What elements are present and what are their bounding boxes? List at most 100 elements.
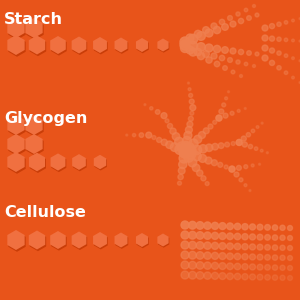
Circle shape xyxy=(177,142,187,152)
Circle shape xyxy=(299,40,300,42)
Circle shape xyxy=(194,30,202,38)
Polygon shape xyxy=(136,234,149,248)
Circle shape xyxy=(205,182,209,186)
Circle shape xyxy=(170,143,179,152)
Circle shape xyxy=(292,39,294,42)
Circle shape xyxy=(194,135,202,143)
Circle shape xyxy=(265,244,270,250)
Polygon shape xyxy=(94,155,106,169)
Circle shape xyxy=(165,119,169,123)
Circle shape xyxy=(150,106,153,110)
Polygon shape xyxy=(72,37,86,53)
Polygon shape xyxy=(50,36,66,54)
Circle shape xyxy=(161,139,167,146)
Circle shape xyxy=(257,234,263,240)
Circle shape xyxy=(152,136,156,140)
Circle shape xyxy=(186,46,194,54)
Circle shape xyxy=(179,146,191,158)
Circle shape xyxy=(196,232,204,239)
Circle shape xyxy=(167,123,172,129)
Circle shape xyxy=(226,223,233,230)
Circle shape xyxy=(250,274,256,280)
Circle shape xyxy=(299,60,300,62)
Circle shape xyxy=(208,124,213,129)
Circle shape xyxy=(219,273,226,280)
Circle shape xyxy=(196,222,204,229)
Circle shape xyxy=(175,145,185,154)
Polygon shape xyxy=(26,20,44,40)
Circle shape xyxy=(212,252,219,260)
Circle shape xyxy=(272,265,278,270)
Polygon shape xyxy=(51,155,66,172)
Circle shape xyxy=(284,38,288,42)
Polygon shape xyxy=(72,154,86,170)
Circle shape xyxy=(260,149,263,152)
Circle shape xyxy=(262,25,268,31)
Circle shape xyxy=(234,243,241,250)
Circle shape xyxy=(250,224,256,230)
Circle shape xyxy=(269,48,275,53)
Circle shape xyxy=(201,176,206,181)
Circle shape xyxy=(234,263,241,270)
Circle shape xyxy=(189,241,196,249)
Polygon shape xyxy=(30,154,46,173)
Circle shape xyxy=(196,262,204,269)
Circle shape xyxy=(255,13,259,17)
Circle shape xyxy=(199,131,206,139)
Circle shape xyxy=(277,51,281,55)
Circle shape xyxy=(192,152,201,161)
Circle shape xyxy=(204,262,211,269)
Circle shape xyxy=(250,244,256,250)
Circle shape xyxy=(238,18,244,24)
Circle shape xyxy=(189,231,196,239)
Circle shape xyxy=(257,254,263,260)
Circle shape xyxy=(132,134,136,137)
Circle shape xyxy=(229,166,235,172)
Circle shape xyxy=(185,126,192,133)
Circle shape xyxy=(166,141,173,148)
Circle shape xyxy=(212,222,219,230)
Circle shape xyxy=(213,120,217,124)
Circle shape xyxy=(284,54,288,57)
Circle shape xyxy=(188,116,194,121)
Circle shape xyxy=(155,110,160,114)
Circle shape xyxy=(199,145,207,153)
Polygon shape xyxy=(158,233,169,247)
Circle shape xyxy=(222,47,228,53)
Circle shape xyxy=(239,178,243,182)
Polygon shape xyxy=(8,232,26,252)
Circle shape xyxy=(292,19,294,22)
Text: Glycogen: Glycogen xyxy=(4,111,87,126)
Polygon shape xyxy=(136,233,148,247)
Circle shape xyxy=(242,142,248,147)
Circle shape xyxy=(189,221,196,229)
Circle shape xyxy=(234,172,239,177)
Circle shape xyxy=(213,45,221,53)
Circle shape xyxy=(272,255,278,260)
Circle shape xyxy=(292,57,294,60)
Circle shape xyxy=(178,167,185,174)
Circle shape xyxy=(184,143,194,153)
Circle shape xyxy=(219,109,224,114)
Circle shape xyxy=(287,245,292,250)
Polygon shape xyxy=(158,40,169,53)
Circle shape xyxy=(204,272,211,279)
Circle shape xyxy=(196,272,204,279)
Circle shape xyxy=(212,272,219,279)
Circle shape xyxy=(230,21,236,27)
Circle shape xyxy=(192,145,202,154)
Circle shape xyxy=(197,43,205,51)
Circle shape xyxy=(284,21,288,24)
Circle shape xyxy=(205,144,213,152)
Polygon shape xyxy=(26,117,44,137)
Circle shape xyxy=(219,55,225,61)
Polygon shape xyxy=(73,155,87,171)
Circle shape xyxy=(254,147,258,150)
Circle shape xyxy=(284,71,288,74)
Circle shape xyxy=(199,154,207,162)
Circle shape xyxy=(226,243,233,250)
Circle shape xyxy=(216,115,222,121)
Circle shape xyxy=(226,273,233,280)
Circle shape xyxy=(181,231,189,239)
Circle shape xyxy=(229,166,235,172)
